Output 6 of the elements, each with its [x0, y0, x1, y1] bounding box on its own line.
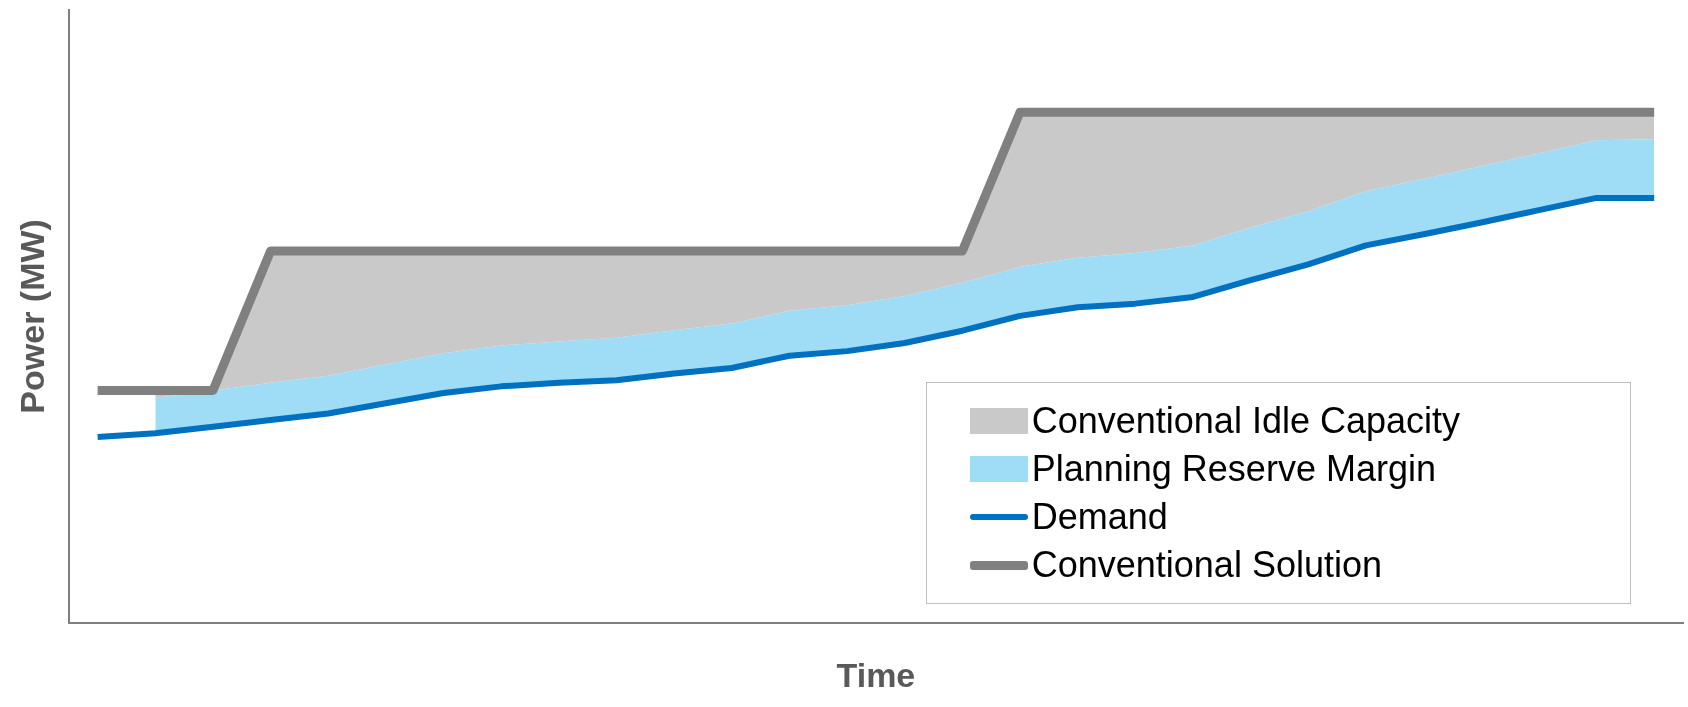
x-axis-title: Time [836, 655, 916, 694]
y-axis-title: Power (MW) [12, 219, 51, 414]
legend-label: Demand [1030, 495, 1169, 539]
legend-label: Planning Reserve Margin [1030, 447, 1437, 491]
legend-label: Conventional Idle Capacity [1030, 399, 1460, 443]
legend-label: Conventional Solution [1030, 543, 1383, 587]
